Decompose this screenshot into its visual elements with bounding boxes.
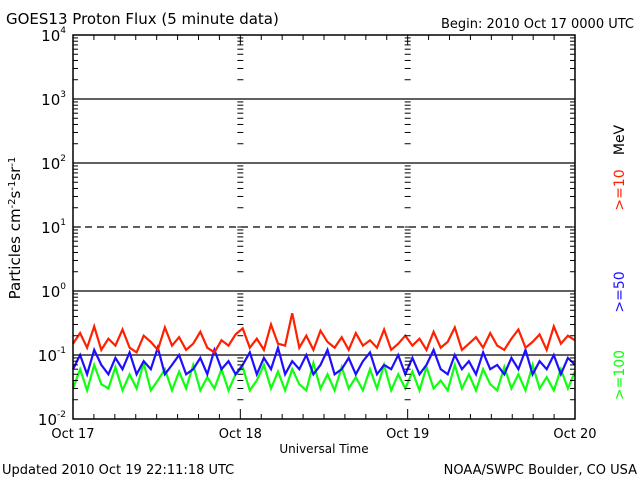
legend-unit: MeV [612,124,628,155]
series-line-ge10 [72,312,576,355]
legend-ge50: >=50 [612,271,628,312]
y-tick-label: 10-1 [38,346,66,365]
series-group [71,312,577,395]
source-label: NOAA/SWPC Boulder, CO USA [444,463,637,478]
begin-time: Begin: 2010 Oct 17 0000 UTC [441,17,634,32]
chart-title: GOES13 Proton Flux (5 minute data) [6,10,279,28]
y-tick-label: 103 [41,90,66,109]
x-tick-label: Oct 20 [553,427,596,442]
x-tick-label: Oct 19 [386,427,429,442]
series-line-ge100 [71,358,577,395]
y-axis-label: Particles cm-2s-1sr-1 [6,157,24,300]
legend: MeV >=10 >=50 >=100 [612,124,628,400]
axis-ticks [72,35,576,420]
y-tick-label: 104 [41,26,66,45]
legend-ge10: >=10 [612,169,628,210]
y-tick-label: 101 [41,218,66,237]
y-tick-label: 10-2 [38,410,66,429]
x-tick-labels: Oct 17 Oct 18 Oct 19 Oct 20 [51,427,596,442]
updated-time: Updated 2010 Oct 19 22:11:18 UTC [2,463,234,478]
x-tick-label: Oct 18 [219,427,262,442]
y-tick-label: 100 [41,282,66,301]
grid-lines [73,98,575,356]
x-axis-label: Universal Time [279,442,368,456]
series-line-ge50 [72,343,576,378]
y-tick-label: 102 [41,154,66,173]
legend-ge100: >=100 [612,350,628,400]
x-tick-label: Oct 17 [51,427,94,442]
y-tick-labels: 10-2 10-1 100 101 102 103 104 [38,26,66,429]
